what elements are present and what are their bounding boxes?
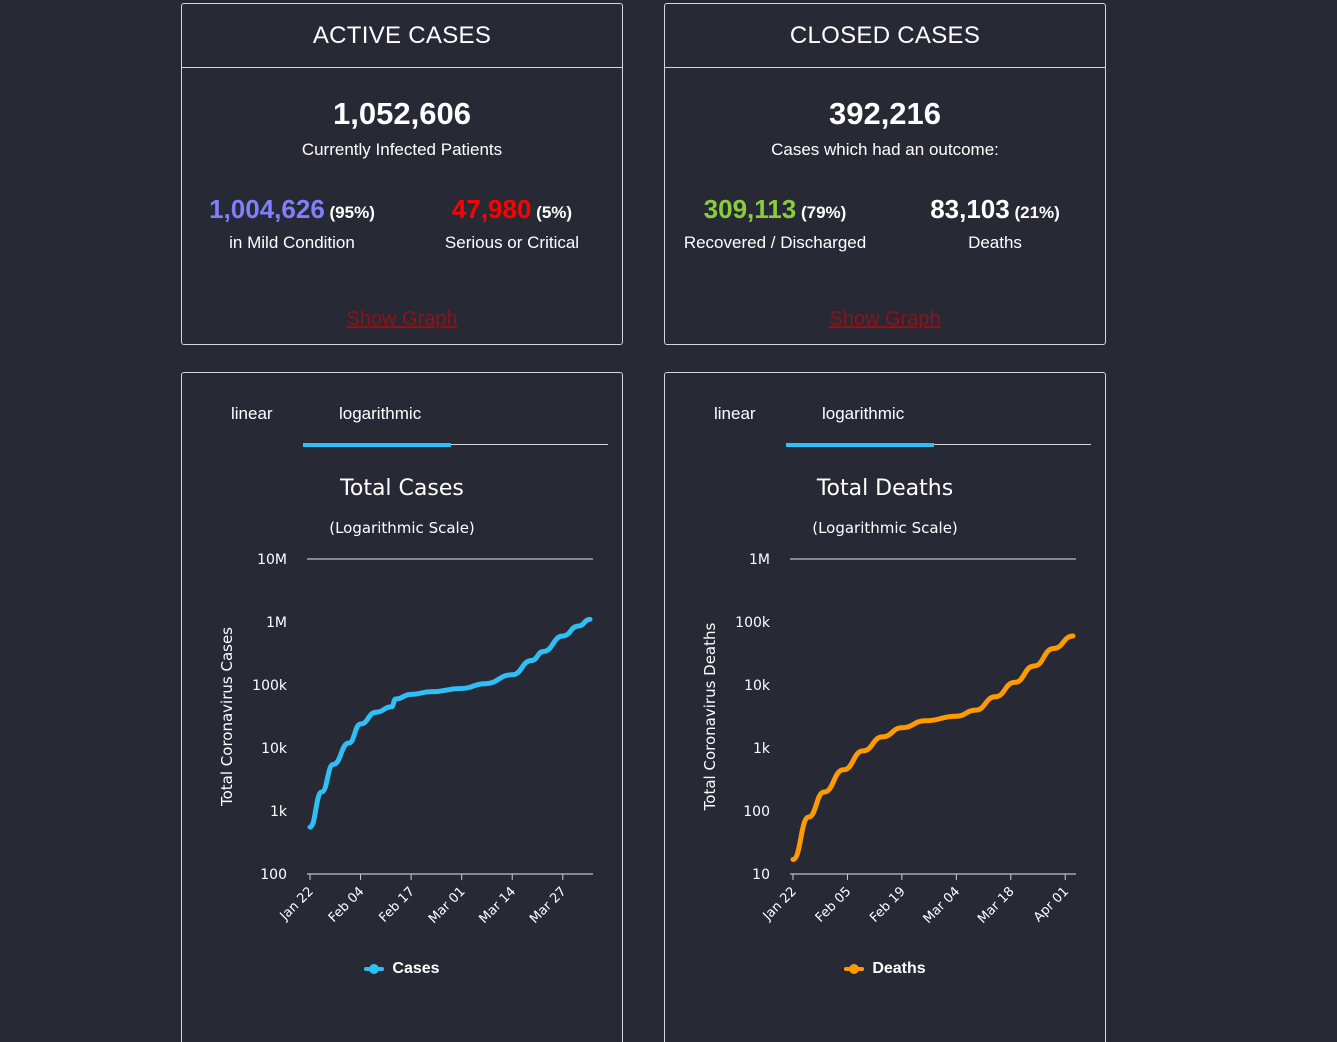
closed-cases-title: CLOSED CASES (665, 4, 1105, 68)
cases-legend-icon (364, 964, 385, 974)
recovered-percent: (79%) (800, 203, 847, 222)
serious-label: Serious or Critical (444, 233, 580, 252)
active-cases-total: 1,052,606 (333, 96, 471, 131)
total-cases-chart: Total Cases (Logarithmic Scale) 100 1k 10k 10… (218, 476, 593, 927)
active-cases-subtitle: Currently Infected Patients (301, 140, 503, 159)
y-tick-label: 1k (753, 741, 771, 757)
recovered-count: 309,113 (703, 194, 797, 224)
x-tick-label: Feb 19 (867, 884, 909, 926)
tab-active-indicator (303, 443, 451, 447)
y-tick-label: 100k (735, 615, 771, 631)
serious-percent: (5%) (536, 203, 573, 222)
y-tick-label: 1M (749, 552, 770, 568)
mild-count: 1,004,626 (209, 194, 325, 224)
closed-cases-panel: CLOSED CASES 392,216 Cases which had an … (664, 3, 1106, 345)
closed-cases-total: 392,216 (828, 96, 942, 131)
active-cases-panel: ACTIVE CASES 1,052,606 Currently Infecte… (181, 3, 623, 345)
y-tick-label: 100 (260, 867, 287, 883)
recovered-label: Recovered / Discharged (683, 233, 867, 252)
tab-logarithmic[interactable]: logarithmic (339, 404, 422, 423)
closed-show-graph-link[interactable]: Show Graph (829, 308, 941, 330)
x-tick-label: Mar 18 (975, 884, 1018, 927)
total-deaths-chart-panel: linear logarithmic Total Deaths (Logarith… (664, 372, 1106, 1042)
x-tick-label: Feb 05 (813, 884, 855, 926)
series-line-cases (307, 616, 593, 830)
y-tick-label: 10 (752, 867, 770, 883)
y-tick-label: 100 (743, 804, 770, 820)
active-show-graph-link[interactable]: Show Graph (346, 308, 458, 330)
total-deaths-chart: Total Deaths (Logarithmic Scale) 10 100 1k 10… (701, 476, 1076, 927)
y-tick-label: 10k (261, 741, 288, 757)
mild-condition-stat: 1,004,626 (95%) in Mild Condition (182, 194, 402, 253)
deaths-label: Deaths (968, 233, 1022, 252)
recovered-stat: 309,113 (79%) Recovered / Discharged (665, 194, 885, 253)
chart-subtitle: (Logarithmic Scale) (329, 519, 475, 537)
x-tick-label: Mar 27 (527, 884, 570, 927)
serious-count: 47,980 (451, 194, 532, 224)
cases-scale-tabs: linear logarithmic (231, 400, 608, 447)
mild-label: in Mild Condition (229, 233, 355, 252)
x-tick-label: Mar 14 (476, 884, 519, 927)
deaths-legend-label: Deaths (872, 960, 926, 977)
deaths-legend-icon (844, 964, 865, 974)
tab-linear[interactable]: linear (714, 404, 756, 423)
deaths-percent: (21%) (1014, 203, 1060, 222)
y-axis-label: Total Coronavirus Deaths (701, 622, 719, 811)
deaths-count: 83,103 (930, 194, 1010, 224)
serious-condition-stat: 47,980 (5%) Serious or Critical (402, 194, 622, 253)
y-tick-label: 10M (257, 552, 287, 568)
deaths-legend[interactable]: Deaths (665, 960, 1105, 978)
x-tick-label: Apr 01 (1031, 884, 1072, 925)
x-tick-label: Mar 04 (921, 884, 964, 927)
tab-linear[interactable]: linear (231, 404, 273, 423)
closed-cases-subtitle: Cases which had an outcome: (771, 140, 999, 159)
chart-subtitle: (Logarithmic Scale) (812, 519, 958, 537)
tab-logarithmic[interactable]: logarithmic (822, 404, 905, 423)
deaths-stat: 83,103 (21%) Deaths (885, 194, 1105, 253)
x-tick-label: Feb 17 (376, 884, 418, 926)
y-tick-label: 1k (270, 804, 288, 820)
x-tick-label: Mar 01 (426, 884, 469, 927)
x-tick-label: Jan 22 (277, 884, 317, 924)
x-tick-label: Feb 04 (326, 884, 368, 926)
total-cases-chart-panel: linear logarithmic Total Cases (Logarithm… (181, 372, 623, 1042)
y-tick-label: 10k (744, 678, 771, 694)
tab-active-indicator (786, 443, 934, 447)
y-tick-label: 100k (252, 678, 288, 694)
x-tick-label: Jan 22 (760, 884, 800, 924)
cases-legend-label: Cases (392, 960, 440, 977)
y-tick-label: 1M (266, 615, 287, 631)
mild-percent: (95%) (329, 203, 375, 222)
series-line-deaths (790, 633, 1076, 862)
deaths-scale-tabs: linear logarithmic (714, 400, 1091, 447)
chart-title: Total Cases (339, 476, 464, 501)
cases-legend[interactable]: Cases (182, 960, 622, 978)
chart-title: Total Deaths (816, 476, 953, 501)
active-cases-title: ACTIVE CASES (182, 4, 622, 68)
y-axis-label: Total Coronavirus Cases (218, 627, 236, 807)
